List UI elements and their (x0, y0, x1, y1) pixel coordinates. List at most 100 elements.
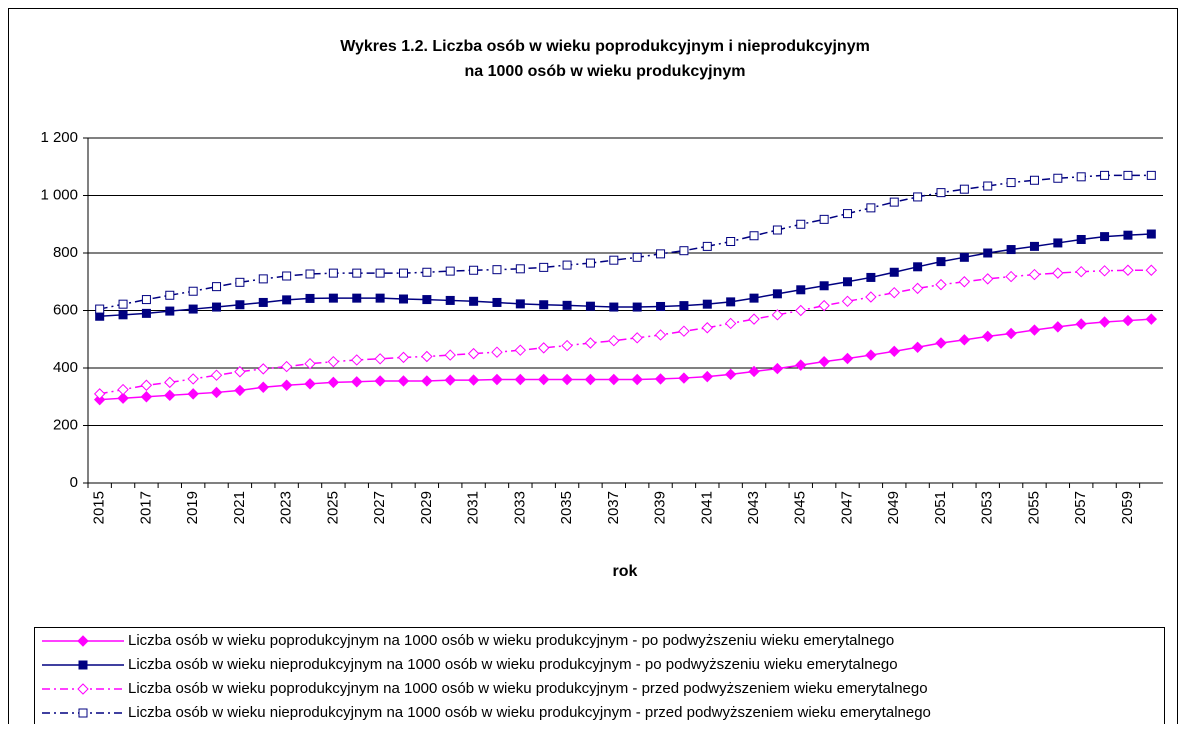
data-point (749, 293, 759, 303)
data-point (188, 304, 198, 314)
legend-marker (77, 635, 89, 647)
legend-label: Liczba osób w wieku poprodukcyjnym na 10… (128, 632, 894, 649)
data-point (118, 310, 128, 320)
x-tick-label: 2055 (1025, 491, 1042, 524)
data-point (140, 379, 153, 391)
data-point (1100, 170, 1110, 180)
data-point (1075, 318, 1087, 330)
data-point (280, 360, 293, 373)
x-tick-label: 2023 (278, 491, 295, 524)
data-point (397, 351, 410, 364)
series-line (99, 318, 1152, 401)
legend-box (34, 627, 1165, 728)
data-point (609, 302, 619, 312)
y-tick-label: 0 (70, 474, 78, 491)
data-point (93, 393, 106, 406)
data-point (515, 299, 525, 309)
data-point (702, 299, 712, 309)
data-point (982, 273, 994, 285)
data-point (795, 304, 807, 317)
data-point (936, 188, 946, 198)
data-point (234, 384, 246, 397)
data-point (1052, 267, 1064, 279)
data-point (445, 266, 455, 276)
legend-marker (78, 660, 88, 670)
data-point (467, 347, 480, 360)
data-point (375, 268, 385, 278)
data-point (818, 299, 830, 312)
data-point (772, 225, 782, 235)
data-point (93, 388, 106, 400)
data-point (1076, 172, 1086, 182)
data-point (327, 355, 340, 368)
data-point (913, 192, 923, 202)
data-point (726, 297, 736, 307)
data-point (841, 295, 854, 308)
data-point (1122, 314, 1134, 327)
data-point (748, 365, 760, 378)
data-point (164, 376, 176, 389)
y-tick-label: 200 (53, 416, 78, 433)
data-point (888, 345, 900, 358)
data-point (352, 268, 362, 278)
data-point (561, 373, 573, 386)
data-point (1028, 268, 1041, 281)
data-point (1075, 265, 1087, 278)
data-point (1123, 230, 1133, 240)
data-point (444, 349, 456, 361)
data-point (749, 231, 759, 241)
data-point (537, 373, 550, 386)
data-point (305, 293, 315, 303)
data-point (304, 378, 316, 390)
data-point (187, 388, 199, 400)
data-point (562, 260, 572, 270)
data-point (212, 282, 222, 292)
data-point (913, 262, 923, 272)
data-point (141, 295, 151, 305)
data-point (398, 268, 408, 278)
data-point (95, 304, 105, 314)
data-point (796, 219, 806, 229)
data-point (492, 265, 502, 275)
data-point (164, 389, 176, 402)
data-point (959, 184, 969, 194)
x-tick-label: 2049 (885, 491, 902, 524)
x-tick-label: 2057 (1072, 491, 1089, 524)
data-point (491, 346, 503, 358)
data-point (280, 379, 293, 391)
data-point (631, 373, 643, 386)
data-point (1053, 238, 1063, 248)
data-point (585, 258, 595, 268)
data-point (608, 373, 620, 386)
data-point (654, 373, 667, 385)
data-point (328, 268, 338, 278)
data-point (421, 350, 433, 363)
data-point (609, 255, 619, 265)
y-tick-label: 1 200 (40, 129, 78, 146)
data-point (1006, 178, 1016, 188)
x-tick-label: 2041 (698, 491, 715, 524)
chart-title: na 1000 osób w wieku produkcyjnym (465, 63, 746, 80)
data-point (374, 353, 386, 365)
data-point (210, 386, 223, 399)
data-point (958, 334, 971, 346)
x-tick-label: 2033 (511, 491, 528, 524)
data-point (866, 203, 876, 213)
data-point (608, 334, 620, 347)
data-point (140, 391, 153, 403)
x-tick-label: 2039 (652, 491, 669, 524)
data-point (841, 352, 854, 365)
series-line (99, 233, 1152, 317)
x-tick-label: 2025 (324, 491, 341, 524)
data-point (562, 300, 572, 310)
data-point (141, 308, 151, 318)
data-point (795, 359, 807, 371)
x-tick-label: 2035 (558, 491, 575, 524)
data-point (983, 248, 993, 258)
data-point (515, 264, 525, 274)
x-tick-label: 2021 (231, 491, 248, 524)
x-tick-label: 2047 (838, 491, 855, 524)
data-point (257, 381, 269, 393)
data-point (235, 277, 245, 287)
